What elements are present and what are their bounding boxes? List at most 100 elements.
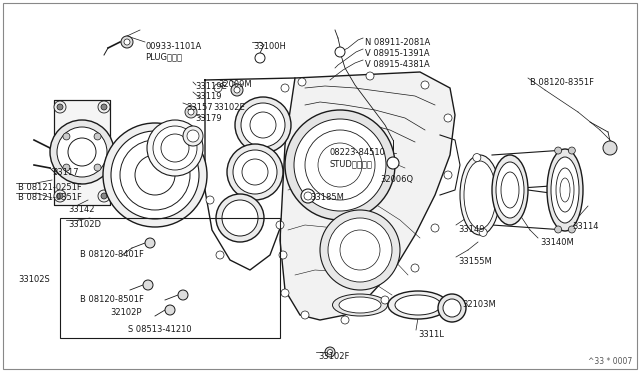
- Circle shape: [68, 138, 96, 166]
- Circle shape: [145, 238, 155, 248]
- Text: 33102S: 33102S: [18, 275, 50, 284]
- Circle shape: [216, 251, 224, 259]
- Bar: [60, 218, 280, 338]
- Circle shape: [568, 226, 575, 233]
- Ellipse shape: [464, 161, 496, 229]
- Circle shape: [285, 110, 395, 220]
- Text: B 08120-8501F: B 08120-8501F: [80, 295, 144, 304]
- Text: 33185M: 33185M: [310, 193, 344, 202]
- Circle shape: [187, 130, 199, 142]
- Circle shape: [227, 144, 283, 200]
- Circle shape: [421, 81, 429, 89]
- Circle shape: [101, 193, 107, 199]
- Circle shape: [328, 350, 333, 355]
- Circle shape: [98, 190, 110, 202]
- Circle shape: [366, 72, 374, 80]
- Circle shape: [242, 159, 268, 185]
- Text: 33157: 33157: [186, 103, 212, 112]
- Circle shape: [381, 296, 389, 304]
- Circle shape: [387, 157, 399, 169]
- Text: 32009M: 32009M: [218, 80, 252, 89]
- Circle shape: [63, 133, 70, 140]
- Circle shape: [555, 226, 562, 233]
- Circle shape: [603, 141, 617, 155]
- Text: PLUGプラグ: PLUGプラグ: [145, 52, 182, 61]
- Circle shape: [57, 127, 107, 177]
- Ellipse shape: [460, 155, 500, 235]
- Circle shape: [431, 224, 439, 232]
- Text: B 08120-8351F: B 08120-8351F: [530, 78, 594, 87]
- Circle shape: [206, 196, 214, 204]
- Circle shape: [473, 154, 481, 161]
- Circle shape: [298, 78, 306, 86]
- Text: V 08915-1391A: V 08915-1391A: [365, 49, 429, 58]
- Text: 33102F: 33102F: [318, 352, 349, 361]
- Circle shape: [178, 290, 188, 300]
- Polygon shape: [54, 100, 110, 205]
- Circle shape: [294, 119, 386, 211]
- Circle shape: [147, 120, 203, 176]
- Text: 08223-84510: 08223-84510: [330, 148, 386, 157]
- Ellipse shape: [501, 172, 519, 208]
- Text: 33114: 33114: [572, 222, 598, 231]
- Circle shape: [222, 200, 258, 236]
- Text: 33179: 33179: [195, 114, 221, 123]
- Circle shape: [214, 84, 222, 92]
- Text: 33155M: 33155M: [458, 257, 492, 266]
- Text: B 08121-0351F: B 08121-0351F: [18, 193, 82, 202]
- Circle shape: [103, 123, 207, 227]
- Circle shape: [57, 193, 63, 199]
- Text: 33140M: 33140M: [540, 238, 573, 247]
- Circle shape: [286, 151, 294, 159]
- Circle shape: [143, 280, 153, 290]
- Text: 33119E: 33119E: [195, 82, 227, 91]
- Text: B 08121-0251F: B 08121-0251F: [18, 183, 82, 192]
- Circle shape: [50, 120, 114, 184]
- Circle shape: [304, 192, 312, 200]
- Text: V 08915-4381A: V 08915-4381A: [365, 60, 429, 69]
- Text: 33142: 33142: [68, 205, 95, 214]
- Circle shape: [340, 230, 380, 270]
- Circle shape: [101, 104, 107, 110]
- Circle shape: [279, 251, 287, 259]
- Ellipse shape: [551, 157, 579, 223]
- Text: 00933-1101A: 00933-1101A: [145, 42, 201, 51]
- Ellipse shape: [333, 294, 387, 316]
- Circle shape: [305, 130, 375, 200]
- Circle shape: [479, 228, 487, 237]
- Circle shape: [411, 264, 419, 272]
- Text: 33100H: 33100H: [253, 42, 286, 51]
- Circle shape: [335, 47, 345, 57]
- Circle shape: [121, 36, 133, 48]
- Text: STUDスタッド: STUDスタッド: [330, 159, 373, 168]
- Circle shape: [185, 106, 197, 118]
- Ellipse shape: [388, 291, 448, 319]
- Text: B 08120-8401F: B 08120-8401F: [80, 250, 144, 259]
- Circle shape: [255, 53, 265, 63]
- Text: 32103M: 32103M: [462, 300, 496, 309]
- Circle shape: [318, 143, 362, 187]
- Circle shape: [301, 189, 315, 203]
- Circle shape: [98, 101, 110, 113]
- Circle shape: [281, 84, 289, 92]
- Ellipse shape: [339, 297, 381, 313]
- Circle shape: [328, 218, 392, 282]
- Circle shape: [111, 131, 199, 219]
- Text: 33102E: 33102E: [213, 103, 244, 112]
- Ellipse shape: [496, 162, 524, 218]
- Circle shape: [135, 155, 175, 195]
- Circle shape: [443, 299, 461, 317]
- Circle shape: [568, 147, 575, 154]
- Circle shape: [94, 164, 101, 171]
- Ellipse shape: [547, 149, 583, 231]
- Text: ^33 * 0007: ^33 * 0007: [588, 357, 632, 366]
- Circle shape: [276, 221, 284, 229]
- Text: 32102P: 32102P: [110, 308, 141, 317]
- Ellipse shape: [560, 178, 570, 202]
- Circle shape: [341, 316, 349, 324]
- Circle shape: [188, 109, 194, 115]
- Text: 33119: 33119: [195, 92, 221, 101]
- Circle shape: [444, 171, 452, 179]
- Circle shape: [325, 347, 335, 357]
- Circle shape: [444, 114, 452, 122]
